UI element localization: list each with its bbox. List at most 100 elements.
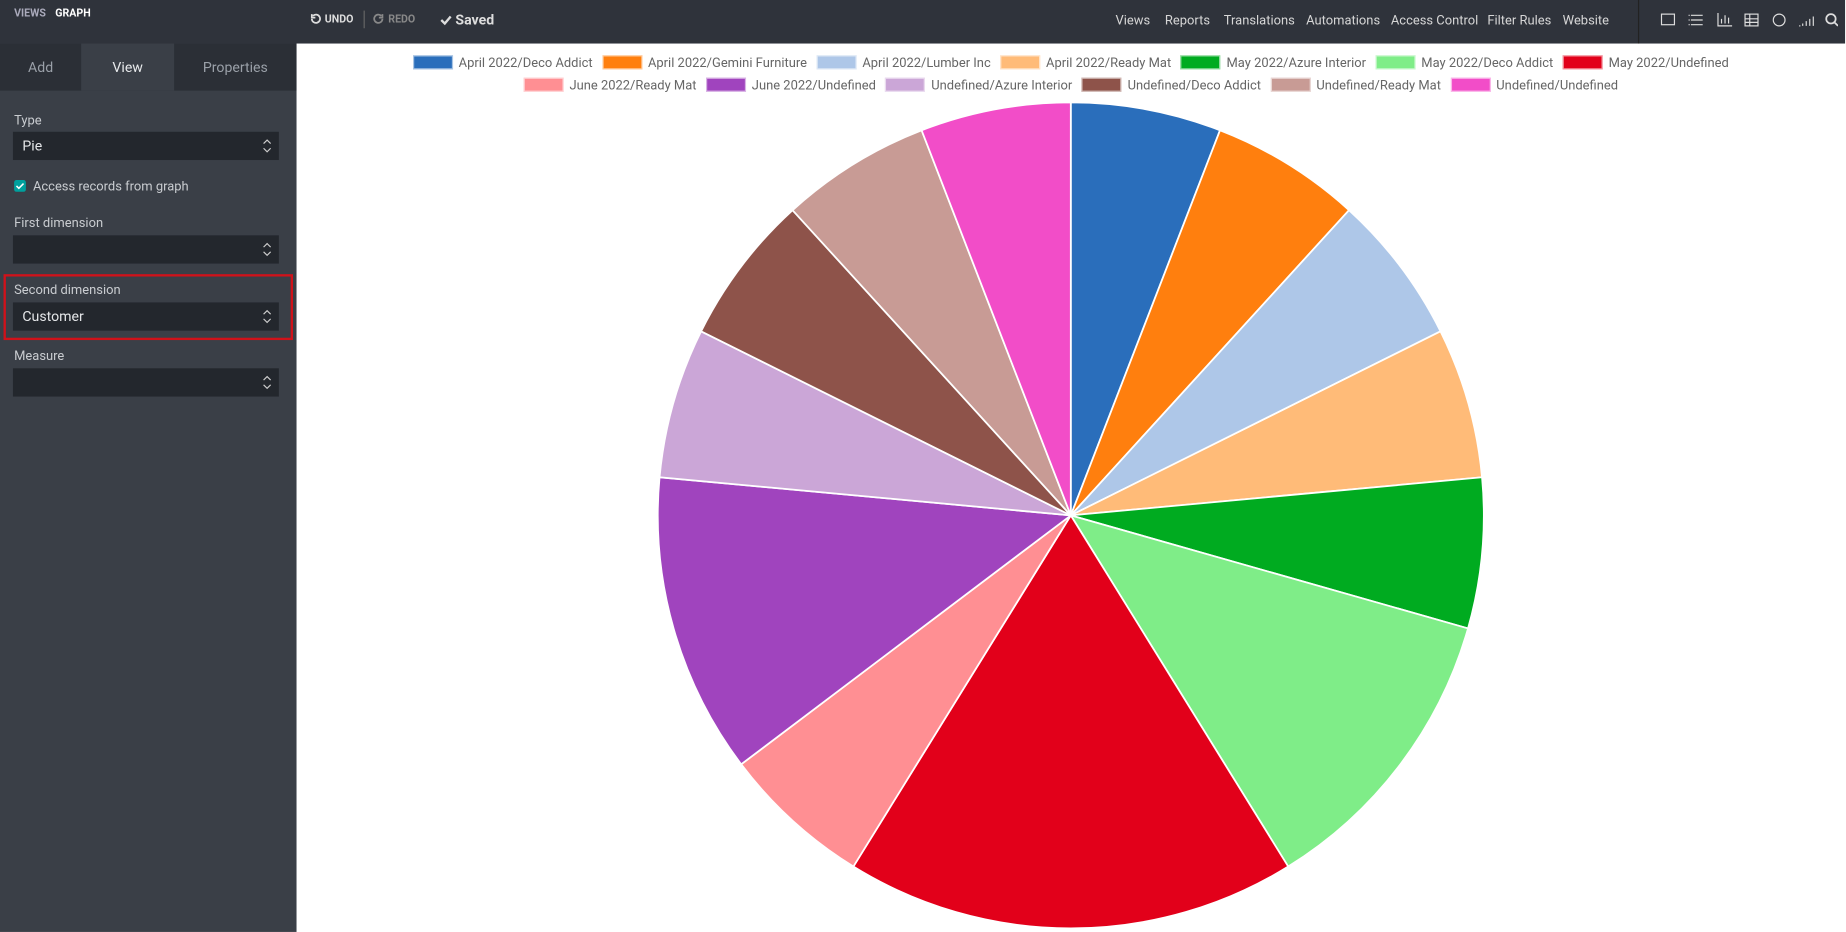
legend-label: June 2022/Undefined (751, 77, 876, 93)
legend-label: April 2022/Deco Addict (458, 54, 593, 71)
menu-item[interactable]: Views (1115, 12, 1151, 29)
legend: April 2022/Deco Addict April 2022/Gemini … (353, 54, 1789, 93)
legend-swatch (412, 55, 453, 70)
divider (1637, 0, 1640, 44)
legend-label: May 2022/Undefined (1608, 54, 1729, 71)
undo-button[interactable]: UNDO (324, 14, 354, 26)
legend-label: May 2022/Azure Interior (1226, 54, 1367, 71)
menu-item[interactable]: Translations (1223, 12, 1295, 29)
field-label: Measure (14, 348, 65, 364)
pie-slice (658, 330, 1072, 517)
pie-slice (739, 514, 1072, 868)
legend-label: April 2022/Lumber Inc (862, 54, 991, 71)
menu-item[interactable]: Website (1562, 12, 1610, 29)
tab[interactable]: Add (0, 44, 81, 91)
highlight-box (3, 274, 293, 341)
menu-item[interactable]: Filter Rules (1487, 12, 1552, 29)
menu-item[interactable]: Access Control (1390, 12, 1479, 29)
tab[interactable]: Properties (174, 44, 296, 91)
select[interactable]: Customer (12, 302, 279, 331)
tab[interactable]: View (81, 43, 175, 91)
pie-slice (1070, 476, 1485, 630)
top-bar: VIEWS GRAPH UNDO REDO Saved Views Report… (0, 0, 1846, 44)
select-value: Customer (22, 308, 84, 325)
pie-slice (1070, 208, 1442, 517)
checkbox-label: Access records from graph (32, 178, 189, 195)
legend-swatch (523, 77, 564, 92)
menu-item[interactable]: Reports (1164, 12, 1211, 29)
legend-swatch (816, 55, 857, 70)
pie-slice (852, 513, 1290, 930)
legend-item: Undefined/Deco Addict (1081, 76, 1262, 93)
select[interactable]: Pie (12, 131, 279, 161)
legend-label: Undefined/Undefined (1496, 77, 1619, 93)
pie-chart (656, 101, 1485, 930)
pie-slice (1068, 513, 1470, 868)
caret (263, 139, 272, 153)
legend-item: April 2022/Lumber Inc (816, 54, 991, 71)
pie-slice (920, 101, 1072, 516)
legend-swatch (1562, 55, 1603, 70)
legend-label: April 2022/Gemini Furniture (647, 54, 808, 71)
menu-item[interactable]: Automations (1306, 12, 1381, 29)
view-switcher[interactable] (1659, 12, 1839, 28)
legend-swatch (1270, 77, 1311, 92)
saved-status: Saved (455, 11, 495, 29)
legend-label: Undefined/Azure Interior (931, 77, 1073, 93)
caret (263, 242, 272, 257)
legend-swatch (705, 77, 746, 92)
field-label: Second dimension (14, 282, 121, 298)
legend-label: May 2022/Deco Addict (1421, 54, 1554, 71)
sidebar: Add View Properties Type Pie Access reco… (0, 43, 297, 932)
pie-slice (656, 476, 1074, 766)
checkbox[interactable] (14, 180, 26, 192)
legend-item: May 2022/Undefined (1562, 54, 1729, 71)
legend-item: Undefined/Ready Mat (1270, 76, 1441, 92)
caret (263, 309, 272, 324)
legend-label: April 2022/Ready Mat (1046, 54, 1172, 71)
field-label: Type (14, 112, 42, 129)
legend-swatch (1081, 77, 1122, 92)
legend-item: April 2022/Deco Addict (412, 54, 593, 71)
divider (363, 10, 365, 29)
legend-item: June 2022/Undefined (705, 76, 876, 93)
caret (263, 375, 272, 390)
undo-icon (310, 13, 321, 24)
tab-bar: Add View Properties (0, 43, 297, 91)
legend-item: June 2022/Ready Mat (523, 76, 697, 93)
select[interactable] (12, 235, 279, 264)
legend-label: Undefined/Ready Mat (1316, 77, 1441, 93)
pie-slice (1069, 101, 1222, 516)
tab-label: Add (28, 58, 54, 76)
pie-slice (1070, 330, 1484, 517)
legend-label: June 2022/Ready Mat (569, 77, 697, 93)
redo-icon (373, 13, 384, 24)
legend-swatch (1375, 55, 1416, 70)
legend-swatch (602, 55, 643, 70)
legend-item: Undefined/Undefined (1450, 76, 1618, 92)
legend-swatch (885, 77, 926, 92)
legend-item: Undefined/Azure Interior (885, 76, 1072, 92)
legend-swatch (1450, 77, 1491, 92)
tab-label: View (112, 58, 143, 76)
redo-button[interactable]: REDO (388, 14, 416, 26)
views-link[interactable]: VIEWS (14, 8, 46, 21)
legend-swatch (1180, 55, 1221, 70)
pie-slice (1069, 129, 1351, 516)
pie-slice (791, 129, 1072, 516)
breadcrumb: GRAPH (55, 8, 91, 21)
legend-item: April 2022/Ready Mat (1000, 54, 1171, 70)
legend-item: May 2022/Azure Interior (1180, 54, 1367, 71)
pie-slice (699, 208, 1072, 517)
check-icon (440, 15, 452, 26)
select[interactable] (12, 368, 279, 397)
legend-item: May 2022/Deco Addict (1375, 54, 1553, 70)
checkmark (15, 183, 25, 190)
select-value: Pie (22, 137, 43, 155)
legend-swatch (1000, 55, 1041, 70)
legend-label: Undefined/Deco Addict (1127, 77, 1262, 93)
tab-label: Properties (202, 58, 268, 76)
legend-item: April 2022/Gemini Furniture (602, 54, 807, 70)
field-label: First dimension (14, 215, 104, 231)
